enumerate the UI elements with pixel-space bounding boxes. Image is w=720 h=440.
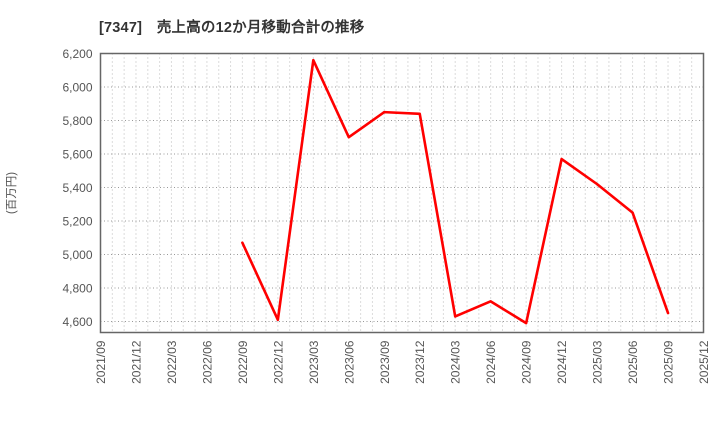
y-tick-label: 5,000 [62, 248, 92, 262]
y-tick-label: 5,200 [62, 214, 92, 228]
y-tick-label: 5,800 [62, 114, 92, 128]
x-tick-label: 2021/12 [129, 340, 143, 384]
plot-frame [99, 52, 705, 334]
x-tick-label: 2023/03 [307, 340, 321, 384]
x-tick-label: 2022/03 [165, 340, 179, 384]
x-tick-label: 2024/06 [484, 340, 498, 384]
y-tick-label: 6,000 [62, 80, 92, 94]
y-tick-label: 5,400 [62, 181, 92, 195]
sales-trend-line [241, 58, 670, 325]
x-tick-label: 2023/12 [413, 340, 427, 384]
y-axis-title: (百万円) [6, 172, 18, 214]
chart-title: [7347] 売上高の12か月移動合計の推移 [99, 20, 365, 36]
x-tick-label: 2022/09 [236, 340, 250, 384]
x-tick-label: 2024/12 [555, 340, 569, 384]
x-tick-label: 2024/03 [449, 340, 463, 384]
x-tick-label: 2025/03 [591, 340, 605, 384]
x-tick-label: 2022/12 [271, 340, 285, 384]
y-tick-label: 4,600 [62, 315, 92, 329]
y-tick-label: 4,800 [62, 281, 92, 295]
y-tick-label: 6,200 [62, 47, 92, 61]
x-tick-label: 2023/06 [342, 340, 356, 384]
x-tick-label: 2025/06 [626, 340, 640, 384]
x-tick-label: 2021/09 [94, 340, 108, 384]
x-tick-label: 2022/06 [200, 340, 214, 384]
x-tick-label: 2023/09 [378, 340, 392, 384]
x-tick-label: 2024/09 [520, 340, 534, 384]
x-tick-label: 2025/09 [662, 340, 676, 384]
x-tick-label: 2025/12 [697, 340, 711, 384]
y-tick-label: 5,600 [62, 147, 92, 161]
